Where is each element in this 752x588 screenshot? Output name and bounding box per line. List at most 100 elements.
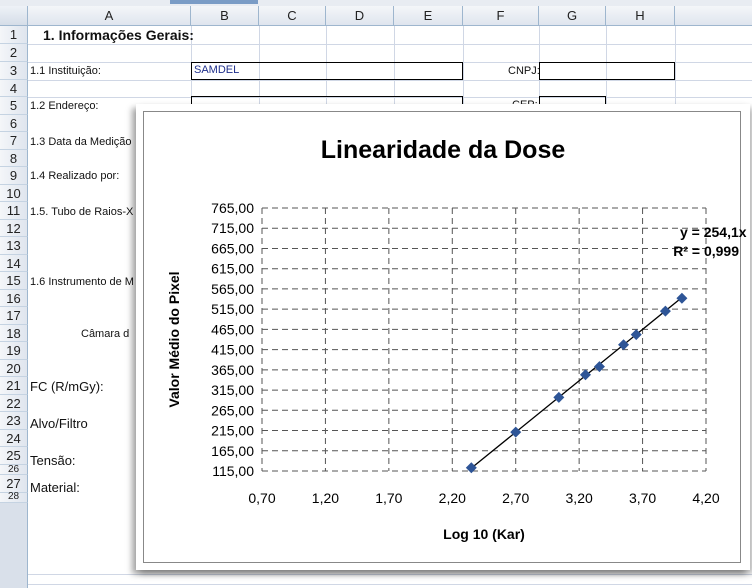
y-tick-label: 765,00 [211,200,254,216]
row-header[interactable]: 19 [0,342,28,360]
row-header[interactable]: 25 [0,447,28,465]
tensao-label: Tensão: [30,453,76,468]
row-header[interactable]: 12 [0,220,28,237]
row-header[interactable]: 20 [0,360,28,377]
trendline [470,296,683,469]
instrumento-label: 1.6 Instrumento de M [30,276,134,288]
trendline-equation: y = 254,1x - 475,1 [680,224,750,240]
data-point [593,361,605,373]
endereco-field[interactable] [191,96,463,108]
row-header[interactable]: 21 [0,377,28,395]
x-tick-label: 1,20 [312,490,339,506]
row-header[interactable]: 18 [0,325,28,342]
y-tick-label: 615,00 [211,261,254,277]
y-tick-label: 165,00 [211,443,254,459]
x-tick-label: 0,70 [248,490,275,506]
fc-label: FC (R/mGy): [30,379,104,394]
data-point [510,426,522,438]
instituicao-value: SAMDEL [194,64,240,76]
y-tick-label: 215,00 [211,423,254,439]
row-header[interactable]: 1 [0,26,28,44]
row-header[interactable]: 14 [0,255,28,272]
data-medicao-label: 1.3 Data da Medição [30,136,132,148]
scatter-plot: 115,00 165,00 215,00 265,00 315,00 365,00 415,… [166,200,750,542]
row-header[interactable]: 3 [0,62,28,80]
column-header-g[interactable]: G [539,6,606,26]
row-header[interactable]: 9 [0,167,28,185]
row-header[interactable]: 11 [0,202,28,220]
chart-border [143,111,741,563]
row-header[interactable]: 13 [0,237,28,255]
row-header[interactable]: 28 [0,492,28,503]
row-header[interactable]: 8 [0,150,28,167]
row-header[interactable]: 16 [0,290,28,307]
cnpj-label: CNPJ: [508,65,540,77]
data-point [579,369,591,381]
y-tick-label: 115,00 [212,463,254,479]
column-header-a[interactable]: A [28,6,191,26]
data-point [630,329,642,341]
y-tick-label: 715,00 [211,220,254,236]
row-header[interactable]: 15 [0,272,28,290]
row-header[interactable]: 6 [0,115,28,132]
y-tick-label: 265,00 [211,402,254,418]
r-squared-label: R² = 0,999 [673,243,739,259]
column-header-f[interactable]: F [463,6,539,26]
row-header[interactable]: 23 [0,412,28,430]
x-tick-label: 2,70 [502,490,529,506]
y-axis-title: Valor Médio do Pixel [166,271,182,407]
row-header[interactable]: 24 [0,430,28,447]
column-header-e[interactable]: E [394,6,463,26]
camara-label: Câmara d [81,328,130,340]
select-all-corner[interactable] [0,6,28,26]
row-header[interactable]: 2 [0,44,28,62]
instituicao-label: 1.1 Instituição: [30,65,101,77]
row-header[interactable]: 22 [0,395,28,412]
x-axis-title: Log 10 (Kar) [443,526,525,542]
x-tick-label: 1,70 [375,490,402,506]
data-point [553,391,565,403]
endereco-label: 1.2 Endereço: [30,100,99,112]
row-header[interactable]: 7 [0,132,28,150]
chart-object[interactable]: Linearidade da Dose 115,00 165,00 215,00 26… [136,104,750,570]
y-tick-label: 665,00 [211,240,254,256]
ribbon-edge [0,0,752,6]
instituicao-field[interactable] [191,62,463,80]
data-point [618,339,630,351]
column-header-c[interactable]: C [259,6,326,26]
column-header-b[interactable]: B [191,6,259,26]
row-header[interactable]: 17 [0,307,28,325]
row-header[interactable]: 4 [0,80,28,97]
y-tick-label: 465,00 [211,321,254,337]
data-point [465,462,477,474]
row-header[interactable]: 27 [0,475,28,493]
alvo-label: Alvo/Filtro [30,416,88,431]
material-label: Material: [30,480,80,495]
y-tick-label: 565,00 [211,281,254,297]
data-point [659,305,671,317]
cep-field[interactable] [539,96,606,108]
x-tick-label: 3,20 [566,490,593,506]
column-header-d[interactable]: D [326,6,394,26]
name-box-edge [170,0,258,4]
realizado-label: 1.4 Realizado por: [30,170,120,182]
x-tick-label: 2,20 [439,490,466,506]
row-header[interactable]: 5 [0,97,28,115]
x-tick-label: 3,70 [629,490,656,506]
row-header[interactable]: 26 [0,465,28,475]
y-tick-label: 515,00 [211,301,254,317]
tubo-label: 1.5. Tubo de Raios-X [30,206,134,218]
data-point [676,292,688,304]
chart-title: Linearidade da Dose [320,136,566,164]
x-tick-label: 4,20 [692,490,719,506]
y-tick-label: 415,00 [211,342,254,358]
column-header-h[interactable]: H [606,6,675,26]
cnpj-field[interactable] [539,62,675,80]
row-header-filler [0,503,28,588]
y-tick-label: 365,00 [211,362,254,378]
y-tick-label: 315,00 [211,382,254,398]
row-header[interactable]: 10 [0,185,28,202]
column-header-i[interactable] [675,6,752,26]
section-title: 1. Informações Gerais: [43,27,194,43]
